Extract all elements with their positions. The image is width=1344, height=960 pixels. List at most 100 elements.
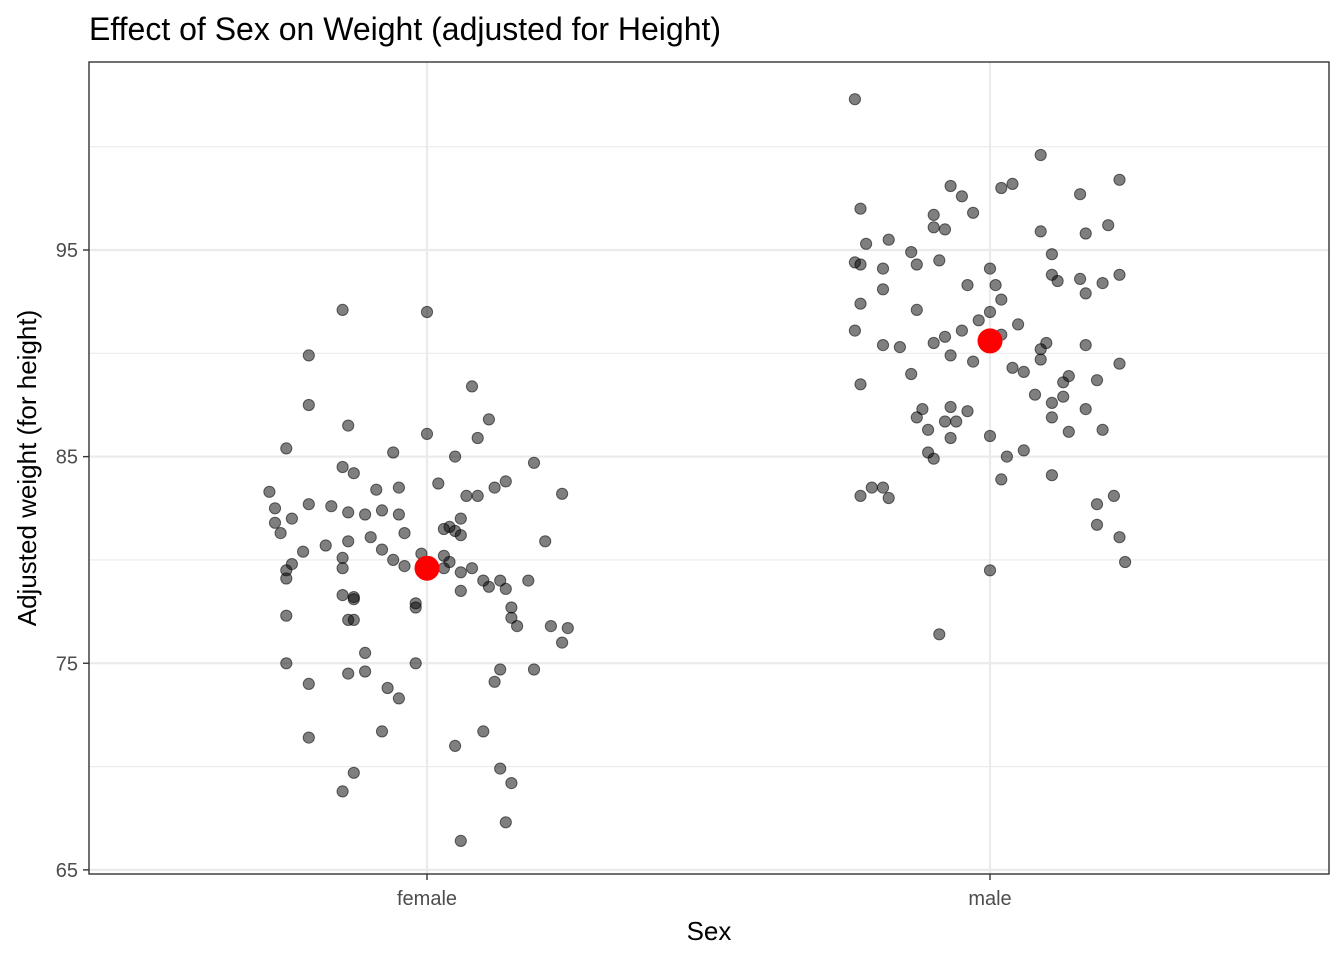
data-point-male xyxy=(967,355,980,368)
data-point-male xyxy=(1057,376,1070,389)
data-point-female xyxy=(347,593,360,606)
x-axis-title: Sex xyxy=(687,916,732,946)
data-point-female xyxy=(319,539,332,552)
data-point-male xyxy=(876,339,890,352)
data-point-male xyxy=(1119,555,1132,569)
data-point-male xyxy=(1028,388,1042,401)
data-point-male xyxy=(1074,188,1087,201)
data-point-female xyxy=(539,535,552,548)
data-point-female xyxy=(437,562,450,575)
data-point-male xyxy=(989,279,1002,292)
data-point-male xyxy=(983,262,997,275)
x-tick-label-male: male xyxy=(968,888,1011,910)
panel-border xyxy=(88,61,1330,875)
data-point-female xyxy=(454,529,467,542)
data-point-male xyxy=(1045,248,1059,261)
data-point-male xyxy=(1000,450,1014,463)
data-points-layer xyxy=(263,93,1132,848)
data-point-male xyxy=(905,246,918,259)
data-point-male xyxy=(876,481,890,494)
data-point-male xyxy=(854,202,867,215)
data-point-female xyxy=(471,489,484,502)
data-point-male xyxy=(983,429,997,443)
data-point-male xyxy=(944,179,957,193)
data-point-male xyxy=(865,481,878,494)
data-point-female xyxy=(342,667,355,680)
data-point-male xyxy=(1017,365,1030,378)
data-point-male xyxy=(972,314,985,327)
data-point-female xyxy=(342,613,355,627)
data-point-male xyxy=(893,341,907,354)
mean-marker-female xyxy=(414,555,440,581)
data-point-male xyxy=(1113,531,1126,544)
data-point-male xyxy=(1079,227,1092,240)
data-point-male xyxy=(910,303,923,316)
data-point-female xyxy=(409,657,422,670)
data-point-male xyxy=(1045,396,1059,409)
data-point-male xyxy=(1057,390,1070,403)
data-point-female xyxy=(359,508,372,521)
data-point-female xyxy=(527,663,541,676)
data-point-male xyxy=(1113,357,1126,370)
data-point-male xyxy=(955,324,969,337)
data-point-male xyxy=(1045,469,1059,482)
data-point-male xyxy=(876,262,890,275)
data-point-female xyxy=(398,560,411,573)
data-point-female xyxy=(454,584,467,598)
data-point-female xyxy=(387,446,400,459)
data-point-female xyxy=(432,477,445,490)
data-point-male xyxy=(944,431,957,445)
data-point-female xyxy=(556,487,569,500)
data-point-female xyxy=(494,663,507,676)
data-point-male xyxy=(882,491,895,505)
data-point-female xyxy=(263,485,276,498)
data-point-female xyxy=(454,566,467,579)
data-point-male xyxy=(854,489,867,502)
data-point-female xyxy=(347,467,360,480)
data-point-female xyxy=(465,380,479,393)
mean-marker-male xyxy=(977,328,1003,354)
data-point-male xyxy=(1051,274,1064,288)
data-point-female xyxy=(392,481,405,494)
data-point-female xyxy=(268,516,282,529)
data-point-female xyxy=(280,442,293,455)
data-point-male xyxy=(1034,353,1047,366)
data-point-male xyxy=(860,237,873,250)
chart-title: Effect of Sex on Weight (adjusted for He… xyxy=(89,11,721,47)
y-tick-label: 75 xyxy=(56,653,78,675)
data-point-female xyxy=(454,512,467,525)
data-point-female xyxy=(477,725,490,738)
data-point-female xyxy=(449,450,462,463)
data-point-male xyxy=(876,283,890,296)
data-point-male xyxy=(933,628,946,641)
data-point-female xyxy=(420,427,434,440)
data-point-female xyxy=(302,398,315,412)
data-point-female xyxy=(297,545,310,558)
data-point-male xyxy=(1107,489,1121,502)
data-point-female xyxy=(325,500,338,513)
data-point-female xyxy=(505,777,518,790)
data-point-male xyxy=(938,330,952,343)
data-point-male xyxy=(882,233,895,246)
x-axis: female male xyxy=(397,874,1012,910)
data-point-male xyxy=(1090,518,1104,531)
data-point-male xyxy=(854,258,867,271)
data-point-female xyxy=(359,665,372,678)
data-point-male xyxy=(1079,339,1092,352)
data-point-female xyxy=(336,551,349,565)
data-point-female xyxy=(488,481,501,494)
mean-markers-layer xyxy=(414,328,1003,581)
data-point-female xyxy=(420,305,434,319)
data-point-female xyxy=(336,589,349,602)
data-point-male xyxy=(854,378,867,391)
data-point-male xyxy=(1090,498,1104,511)
data-point-male xyxy=(1096,423,1109,436)
y-tick-label: 85 xyxy=(56,447,78,469)
data-point-female xyxy=(392,508,405,521)
x-tick-label-female: female xyxy=(397,888,457,910)
data-point-female xyxy=(499,582,512,596)
data-point-female xyxy=(488,675,501,688)
data-point-female xyxy=(347,766,360,779)
data-point-female xyxy=(499,475,512,488)
data-point-male xyxy=(1062,425,1075,438)
